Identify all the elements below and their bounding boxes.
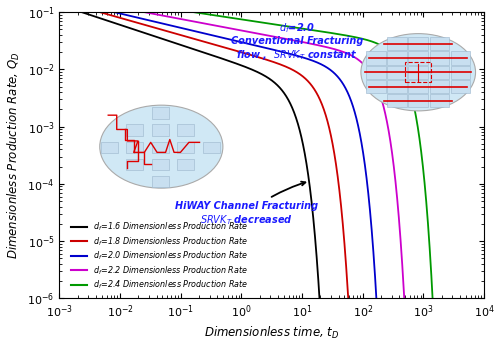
$d_f$=1.6 Dimensionless Production Rate bbox=[391, 313, 397, 318]
$d_f$=2.4 Dimensionless Production Rate bbox=[252, 19, 258, 23]
FancyBboxPatch shape bbox=[366, 51, 386, 65]
$d_f$=2.2 Dimensionless Production Rate bbox=[391, 164, 397, 168]
$d_f$=1.6 Dimensionless Production Rate bbox=[56, 3, 62, 7]
FancyBboxPatch shape bbox=[152, 142, 169, 153]
FancyBboxPatch shape bbox=[451, 80, 470, 93]
$d_f$=2.0 Dimensionless Production Rate bbox=[391, 313, 397, 318]
FancyBboxPatch shape bbox=[408, 94, 428, 108]
FancyBboxPatch shape bbox=[430, 94, 449, 108]
FancyBboxPatch shape bbox=[366, 66, 386, 79]
$d_f$=2.2 Dimensionless Production Rate bbox=[402, 313, 408, 318]
Line: $d_f$=1.8 Dimensionless Production Rate: $d_f$=1.8 Dimensionless Production Rate bbox=[60, 1, 484, 315]
$d_f$=1.6 Dimensionless Production Rate bbox=[78, 10, 84, 14]
FancyBboxPatch shape bbox=[152, 107, 169, 119]
$d_f$=1.8 Dimensionless Production Rate bbox=[78, 5, 84, 9]
$d_f$=1.8 Dimensionless Production Rate bbox=[263, 57, 269, 61]
FancyBboxPatch shape bbox=[101, 142, 118, 153]
$d_f$=2.0 Dimensionless Production Rate bbox=[263, 46, 269, 50]
$d_f$=2.0 Dimensionless Production Rate bbox=[56, 0, 62, 1]
FancyBboxPatch shape bbox=[430, 37, 449, 50]
$d_f$=2.0 Dimensionless Production Rate bbox=[374, 313, 380, 318]
FancyBboxPatch shape bbox=[178, 124, 194, 136]
$d_f$=1.8 Dimensionless Production Rate bbox=[391, 313, 397, 318]
Circle shape bbox=[100, 105, 223, 188]
$d_f$=2.2 Dimensionless Production Rate bbox=[469, 313, 475, 318]
X-axis label: Dimensionless time, $t_D$: Dimensionless time, $t_D$ bbox=[204, 325, 340, 341]
$d_f$=1.8 Dimensionless Production Rate bbox=[252, 54, 258, 58]
FancyBboxPatch shape bbox=[387, 80, 407, 93]
$d_f$=1.6 Dimensionless Production Rate bbox=[481, 313, 487, 318]
$d_f$=2.4 Dimensionless Production Rate bbox=[391, 53, 397, 58]
$d_f$=2.4 Dimensionless Production Rate bbox=[481, 313, 487, 318]
$d_f$=1.6 Dimensionless Production Rate bbox=[318, 313, 324, 318]
FancyBboxPatch shape bbox=[430, 80, 449, 93]
FancyBboxPatch shape bbox=[408, 80, 428, 93]
$d_f$=1.6 Dimensionless Production Rate bbox=[263, 74, 269, 78]
FancyBboxPatch shape bbox=[451, 66, 470, 79]
FancyBboxPatch shape bbox=[126, 142, 144, 153]
$d_f$=2.2 Dimensionless Production Rate bbox=[263, 33, 269, 37]
$d_f$=1.8 Dimensionless Production Rate bbox=[481, 313, 487, 318]
FancyBboxPatch shape bbox=[152, 176, 169, 187]
$d_f$=1.8 Dimensionless Production Rate bbox=[469, 313, 475, 318]
$d_f$=2.4 Dimensionless Production Rate bbox=[469, 313, 475, 318]
FancyBboxPatch shape bbox=[126, 124, 144, 136]
$d_f$=2.4 Dimensionless Production Rate bbox=[263, 21, 269, 25]
FancyBboxPatch shape bbox=[387, 37, 407, 50]
FancyBboxPatch shape bbox=[203, 142, 220, 153]
FancyBboxPatch shape bbox=[408, 66, 428, 79]
FancyBboxPatch shape bbox=[408, 37, 428, 50]
FancyBboxPatch shape bbox=[178, 142, 194, 153]
$d_f$=2.0 Dimensionless Production Rate bbox=[481, 313, 487, 318]
$d_f$=2.2 Dimensionless Production Rate bbox=[468, 313, 474, 318]
$d_f$=1.8 Dimensionless Production Rate bbox=[346, 313, 352, 318]
$d_f$=1.8 Dimensionless Production Rate bbox=[56, 0, 62, 3]
$d_f$=2.0 Dimensionless Production Rate bbox=[469, 313, 475, 318]
Line: $d_f$=2.4 Dimensionless Production Rate: $d_f$=2.4 Dimensionless Production Rate bbox=[60, 0, 484, 315]
FancyBboxPatch shape bbox=[178, 159, 194, 170]
FancyBboxPatch shape bbox=[387, 94, 407, 108]
$d_f$=1.6 Dimensionless Production Rate bbox=[468, 313, 474, 318]
FancyBboxPatch shape bbox=[152, 159, 169, 170]
$d_f$=2.0 Dimensionless Production Rate bbox=[78, 2, 84, 6]
$d_f$=1.8 Dimensionless Production Rate bbox=[468, 313, 474, 318]
FancyBboxPatch shape bbox=[387, 66, 407, 79]
Line: $d_f$=2.2 Dimensionless Production Rate: $d_f$=2.2 Dimensionless Production Rate bbox=[60, 0, 484, 315]
$d_f$=2.0 Dimensionless Production Rate bbox=[468, 313, 474, 318]
Circle shape bbox=[361, 34, 476, 111]
FancyBboxPatch shape bbox=[430, 66, 449, 79]
Y-axis label: Dimensionless Production Rate, $Q_D$: Dimensionless Production Rate, $Q_D$ bbox=[6, 51, 22, 259]
$d_f$=2.4 Dimensionless Production Rate bbox=[468, 313, 474, 318]
$d_f$=2.0 Dimensionless Production Rate bbox=[252, 43, 258, 47]
$d_f$=1.6 Dimensionless Production Rate bbox=[469, 313, 475, 318]
Text: $d_f$=2.0
Conventional Fracturing
flow ,  $SRVK_T$ constant: $d_f$=2.0 Conventional Fracturing flow ,… bbox=[231, 21, 364, 62]
FancyBboxPatch shape bbox=[408, 51, 428, 65]
Text: HiWAY Channel Fracturing
$SRVK_T$ decreased: HiWAY Channel Fracturing $SRVK_T$ decrea… bbox=[174, 181, 318, 227]
FancyBboxPatch shape bbox=[126, 159, 144, 170]
FancyBboxPatch shape bbox=[451, 51, 470, 65]
$d_f$=2.4 Dimensionless Production Rate bbox=[430, 313, 436, 318]
FancyBboxPatch shape bbox=[430, 51, 449, 65]
$d_f$=2.2 Dimensionless Production Rate bbox=[252, 31, 258, 35]
$d_f$=1.6 Dimensionless Production Rate bbox=[252, 69, 258, 73]
FancyBboxPatch shape bbox=[387, 51, 407, 65]
$d_f$=2.2 Dimensionless Production Rate bbox=[481, 313, 487, 318]
FancyBboxPatch shape bbox=[152, 124, 169, 136]
Line: $d_f$=1.6 Dimensionless Production Rate: $d_f$=1.6 Dimensionless Production Rate bbox=[60, 5, 484, 315]
$d_f$=2.2 Dimensionless Production Rate bbox=[78, 0, 84, 2]
FancyBboxPatch shape bbox=[366, 80, 386, 93]
Line: $d_f$=2.0 Dimensionless Production Rate: $d_f$=2.0 Dimensionless Production Rate bbox=[60, 0, 484, 315]
Legend: $d_f$=1.6 Dimensionless Production Rate, $d_f$=1.8 Dimensionless Production Rate: $d_f$=1.6 Dimensionless Production Rate,… bbox=[68, 217, 252, 294]
